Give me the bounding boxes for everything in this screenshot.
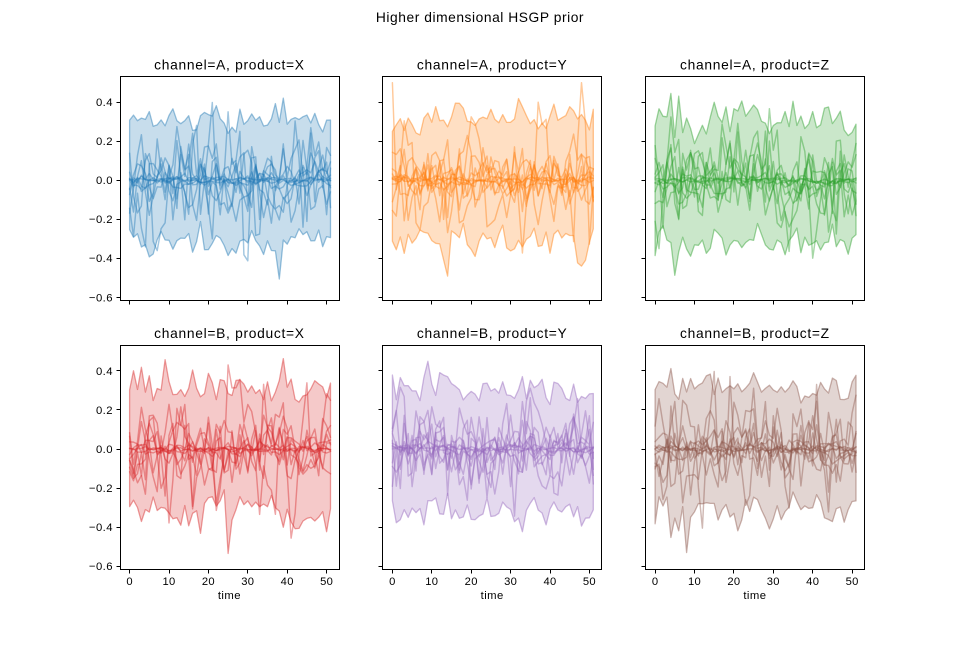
svg-text:0.0: 0.0 [96,175,113,187]
svg-text:−0.6: −0.6 [89,292,113,304]
svg-text:20: 20 [465,576,478,588]
svg-text:20: 20 [727,576,740,588]
svg-text:40: 40 [281,576,294,588]
svg-text:−0.4: −0.4 [89,522,113,534]
svg-text:0.4: 0.4 [96,366,113,378]
svg-text:40: 40 [543,576,556,588]
svg-text:0: 0 [126,576,133,588]
svg-text:50: 50 [846,576,859,588]
svg-text:0.2: 0.2 [96,136,113,148]
svg-text:−0.4: −0.4 [89,253,113,265]
svg-text:0.2: 0.2 [96,405,113,417]
svg-text:channel=A, product=X: channel=A, product=X [154,57,305,72]
svg-text:10: 10 [162,576,175,588]
svg-text:time: time [743,590,766,602]
svg-text:0: 0 [652,576,659,588]
svg-text:channel=B, product=Y: channel=B, product=Y [417,326,568,341]
svg-text:−0.6: −0.6 [89,561,113,573]
svg-text:Higher dimensional HSGP prior: Higher dimensional HSGP prior [376,10,584,25]
svg-text:30: 30 [241,576,254,588]
svg-text:channel=B, product=Z: channel=B, product=Z [680,326,830,341]
svg-text:40: 40 [806,576,819,588]
svg-text:−0.2: −0.2 [89,483,113,495]
svg-text:10: 10 [688,576,701,588]
svg-text:0.4: 0.4 [96,97,113,109]
svg-text:50: 50 [583,576,596,588]
svg-text:time: time [218,590,241,602]
svg-text:channel=A, product=Y: channel=A, product=Y [417,57,568,72]
svg-text:time: time [481,590,504,602]
svg-text:30: 30 [504,576,517,588]
svg-text:50: 50 [320,576,333,588]
svg-text:channel=A, product=Z: channel=A, product=Z [680,57,830,72]
svg-text:20: 20 [202,576,215,588]
svg-text:channel=B, product=X: channel=B, product=X [154,326,305,341]
svg-text:−0.2: −0.2 [89,214,113,226]
svg-text:0.0: 0.0 [96,444,113,456]
svg-text:10: 10 [425,576,438,588]
svg-text:30: 30 [767,576,780,588]
svg-text:0: 0 [389,576,396,588]
